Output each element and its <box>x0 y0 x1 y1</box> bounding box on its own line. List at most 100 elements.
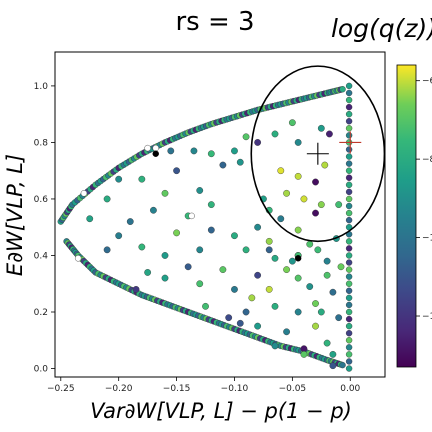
colorbar-gradient <box>396 64 417 368</box>
data-point <box>196 187 204 194</box>
data-point <box>294 172 302 180</box>
data-point <box>323 257 331 265</box>
column-point <box>345 365 353 372</box>
ellipse-annotation <box>250 65 386 243</box>
data-point <box>312 300 319 307</box>
y-tick-label: 0.4 <box>34 251 49 261</box>
hollow-point <box>80 190 88 197</box>
y-tick-label: 1.0 <box>34 82 49 92</box>
data-point <box>115 175 123 183</box>
column-point <box>345 308 353 316</box>
data-point <box>323 271 331 279</box>
column-point <box>345 146 353 153</box>
data-point <box>294 308 302 316</box>
data-point <box>254 322 262 330</box>
data-point <box>306 240 314 248</box>
ellipse-outline <box>250 65 386 243</box>
hollow-point <box>144 144 151 152</box>
data-point <box>236 158 244 166</box>
data-point <box>161 252 169 259</box>
hollow-point <box>188 212 195 220</box>
data-point <box>126 218 134 225</box>
data-point <box>288 257 296 265</box>
column-point <box>345 82 353 90</box>
x-tick-label: −0.05 <box>279 384 307 394</box>
data-point <box>265 285 273 293</box>
x-tick-label: −0.25 <box>47 384 75 394</box>
column-point <box>345 132 353 139</box>
y-tick-label: 0.0 <box>34 365 49 375</box>
column-point <box>345 329 353 337</box>
data-point <box>184 263 192 271</box>
column-point <box>345 252 353 259</box>
data-point <box>231 285 238 293</box>
x-tick-label: 0.00 <box>340 384 360 394</box>
x-axis-ticks: −0.25 −0.20 −0.15 −0.10 −0.05 0.00 <box>47 377 361 394</box>
plot-area: −0.25 −0.20 −0.15 −0.10 −0.05 0.00 0.00.20.40… <box>34 51 386 394</box>
x-axis-label: Var∂W[VLP, L] − p(1 − p) <box>90 399 352 423</box>
data-point <box>173 167 180 175</box>
data-point <box>300 345 308 353</box>
data-point <box>115 232 123 240</box>
column-point <box>345 160 353 167</box>
column-point <box>345 125 353 132</box>
chart-title: rs = 3 <box>175 7 254 37</box>
data-point <box>317 124 325 132</box>
data-point <box>103 195 111 203</box>
colorbar-title: log(q(z)) <box>331 14 432 43</box>
data-point <box>231 232 238 240</box>
x-tick-label: −0.10 <box>221 384 249 394</box>
column-point <box>345 301 353 309</box>
data-point <box>312 178 319 186</box>
black-points <box>152 150 302 262</box>
colorbar-tick-label: −10 <box>422 234 432 244</box>
data-point <box>312 209 319 217</box>
column-point <box>345 89 353 97</box>
data-point <box>271 130 279 138</box>
column-point <box>345 167 353 174</box>
data-point <box>161 189 169 197</box>
column-point <box>345 266 353 273</box>
data-point <box>337 263 345 271</box>
column-point <box>345 216 353 224</box>
column-point <box>345 238 353 245</box>
data-point <box>196 246 204 254</box>
data-point <box>277 215 285 223</box>
column-point <box>345 181 353 189</box>
column-point <box>345 245 353 252</box>
column-point <box>345 209 353 217</box>
data-point <box>236 319 244 327</box>
y-axis-label: E∂W[VLP, L] <box>3 154 27 276</box>
data-point <box>329 350 337 358</box>
data-point <box>242 133 250 141</box>
data-point <box>86 215 94 223</box>
data-point <box>326 130 333 138</box>
data-point <box>329 288 337 296</box>
data-point <box>207 150 215 158</box>
data-point <box>242 308 250 316</box>
column-point <box>345 273 353 280</box>
data-point <box>161 274 169 282</box>
data-point <box>150 206 157 214</box>
data-point <box>254 271 262 279</box>
y-tick-label: 0.8 <box>34 138 49 148</box>
column-point <box>345 259 353 266</box>
column-point <box>345 195 353 203</box>
column-point <box>345 315 353 323</box>
colorbar: −6 −8 −10 −12 <box>396 64 432 368</box>
data-point <box>103 246 111 254</box>
data-point <box>265 237 273 245</box>
black-point <box>152 150 159 157</box>
column-point <box>345 110 353 118</box>
data-point <box>294 226 302 234</box>
data-point <box>271 342 279 350</box>
data-point <box>207 201 215 209</box>
data-point <box>242 246 250 254</box>
column-point <box>345 344 353 351</box>
column-point <box>345 153 353 160</box>
data-point <box>271 302 279 310</box>
data-point <box>231 147 238 155</box>
column-point <box>345 118 353 125</box>
column-point <box>345 280 353 287</box>
y-tick-label: 0.6 <box>34 195 49 205</box>
